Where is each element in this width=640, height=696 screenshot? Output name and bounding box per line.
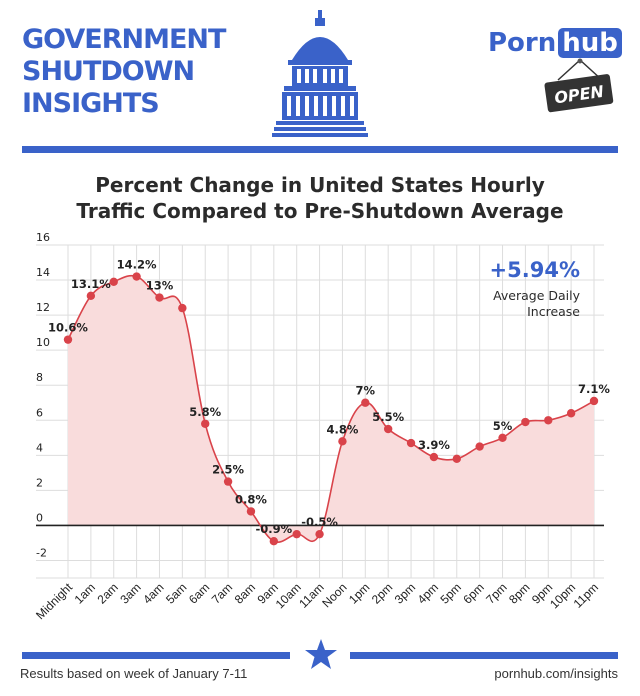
data-point-midnight <box>63 335 73 344</box>
y-tick-label: 10 <box>36 336 50 349</box>
x-tick-label: 3pm <box>392 580 418 606</box>
footer-divider-left <box>22 652 290 659</box>
data-point-7pm <box>498 433 507 442</box>
y-tick-label: 16 <box>36 231 50 244</box>
capitol-icon <box>272 10 368 137</box>
data-point-1am <box>86 291 96 301</box>
y-axis-ticks: 16 14 12 10 8 6 4 2 0 -2 <box>36 231 50 559</box>
star-icon <box>305 639 337 669</box>
data-label-3am: 14.2% <box>117 258 157 272</box>
x-tick-label: 7am <box>209 580 235 606</box>
data-label-8am: 0.8% <box>235 492 267 506</box>
y-tick-label: 0 <box>36 511 43 524</box>
data-label-11pm: 7.1% <box>578 382 610 396</box>
data-label-1pm: 7% <box>356 384 376 398</box>
x-tick-label: Noon <box>319 580 349 610</box>
average-label-line-1: Average Daily <box>493 288 580 303</box>
footer-link[interactable]: pornhub.com/insights <box>494 666 618 681</box>
header-title: GOVERNMENT SHUTDOWN INSIGHTS <box>22 24 226 120</box>
x-tick-label: 10pm <box>547 580 578 611</box>
data-label-7pm: 5% <box>493 419 513 433</box>
data-point-5am <box>178 303 187 313</box>
x-tick-label: 10am <box>273 580 304 611</box>
data-label-midnight: 10.6% <box>48 321 88 335</box>
x-tick-label: 1pm <box>346 580 372 606</box>
y-tick-label: -2 <box>36 546 47 559</box>
chart-title: Percent Change in United States Hourly T… <box>0 172 640 224</box>
header-title-line-3: INSIGHTS <box>22 88 160 119</box>
data-point-6am <box>201 419 210 428</box>
data-point-2pm <box>383 424 393 434</box>
data-point-noon <box>338 437 347 446</box>
data-point-1pm <box>361 398 370 407</box>
y-tick-label: 2 <box>36 476 43 489</box>
area-fill <box>68 275 594 543</box>
y-tick-label: 12 <box>36 301 50 314</box>
header-divider <box>22 146 618 153</box>
data-point-11am <box>315 529 324 539</box>
data-label-4am: 13% <box>146 279 174 293</box>
x-tick-label: 1am <box>72 580 98 606</box>
x-tick-label: 8pm <box>506 580 532 606</box>
footer-note: Results based on week of January 7-11 <box>20 666 248 681</box>
data-point-6pm <box>475 442 484 451</box>
average-label: Average Daily Increase <box>440 288 580 320</box>
pornhub-logo: Porn hub <box>488 28 622 58</box>
y-tick-label: 6 <box>36 406 43 419</box>
y-tick-label: 8 <box>36 371 43 384</box>
x-tick-label: 5pm <box>437 580 463 606</box>
data-label-7am: 2.5% <box>212 463 244 477</box>
data-point-10am <box>292 529 301 539</box>
x-tick-label: 6am <box>186 580 212 606</box>
data-label-4pm: 3.9% <box>418 438 450 452</box>
average-value: +5.94% <box>489 258 580 282</box>
x-tick-label: 5am <box>163 580 189 606</box>
data-point-10pm <box>566 409 576 418</box>
header-title-line-1: GOVERNMENT <box>22 24 226 55</box>
open-sign-icon: OPEN <box>544 58 614 113</box>
header-title-line-2: SHUTDOWN <box>22 56 195 87</box>
x-tick-label: 4pm <box>415 580 441 606</box>
x-tick-label: 4am <box>140 580 166 606</box>
x-axis-ticks: Midnight1am2am3am4am5am6am7am8am9am10am1… <box>33 580 601 622</box>
data-point-7am <box>223 477 233 486</box>
average-label-line-2: Increase <box>527 304 580 319</box>
x-tick-label: 11am <box>296 580 327 611</box>
x-tick-label: 8am <box>232 580 258 606</box>
data-point-3pm <box>406 438 416 448</box>
footer-divider-right <box>350 652 618 659</box>
data-point-9pm <box>544 416 553 425</box>
x-tick-label: 11pm <box>571 580 602 611</box>
data-point-8pm <box>521 417 530 427</box>
x-tick-label: 7pm <box>483 580 509 606</box>
x-tick-label: Midnight <box>33 580 75 622</box>
logo-text-part2: hub <box>558 28 622 58</box>
data-label-6am: 5.8% <box>189 405 221 419</box>
x-tick-label: 3am <box>117 580 143 606</box>
data-point-11pm <box>589 396 599 406</box>
data-points <box>63 272 599 546</box>
chart-title-line-2: Traffic Compared to Pre-Shutdown Average <box>76 199 564 223</box>
data-label-1am: 13.1% <box>71 277 111 291</box>
data-label-noon: 4.8% <box>326 422 358 436</box>
data-label-11am: -0.5% <box>301 515 338 529</box>
y-tick-label: 14 <box>36 266 50 279</box>
data-point-5pm <box>452 454 461 464</box>
chart-title-line-1: Percent Change in United States Hourly <box>95 173 545 197</box>
data-label-2pm: 5.5% <box>372 410 404 424</box>
data-label-9am: -0.9% <box>255 522 292 536</box>
x-tick-label: 6pm <box>460 580 486 606</box>
x-tick-label: 2pm <box>369 580 395 606</box>
data-point-2am <box>109 277 118 287</box>
data-point-4am <box>155 293 164 302</box>
data-point-4pm <box>429 452 439 462</box>
logo-text-part1: Porn <box>488 28 557 58</box>
x-tick-label: 2am <box>94 580 120 606</box>
data-point-8am <box>246 507 256 516</box>
data-point-3am <box>132 272 141 281</box>
data-point-9am <box>269 536 279 546</box>
y-tick-label: 4 <box>36 441 43 454</box>
data-labels: 10.6% 13.1% 14.2% 13% 5.8% 2.5% 0.8% -0.9% -0.5%… <box>48 258 610 537</box>
chart-area: 10.6% 13.1% 14.2% 13% 5.8% 2.5% 0.8% -0.9% -0.5%… <box>33 231 610 622</box>
